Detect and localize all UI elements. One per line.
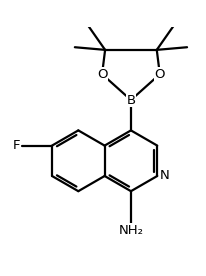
Text: F: F: [13, 139, 21, 152]
Text: B: B: [126, 94, 136, 107]
Text: O: O: [97, 68, 107, 81]
Text: NH₂: NH₂: [118, 224, 143, 237]
Text: N: N: [159, 169, 169, 182]
Text: O: O: [154, 68, 165, 81]
